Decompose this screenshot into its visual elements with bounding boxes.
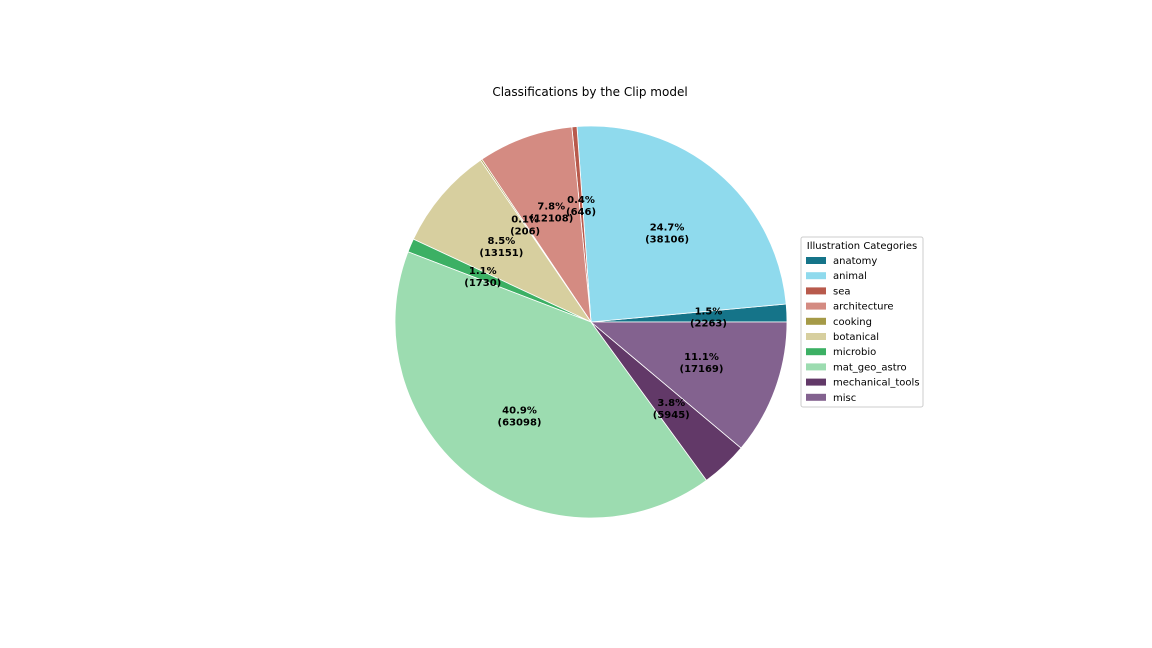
slice-label-animal: 24.7% (38106)	[645, 222, 689, 245]
slice-count-label: (13151)	[479, 248, 523, 259]
slice-percent-label: 7.8%	[537, 201, 565, 212]
pie-slice-architecture	[481, 126, 592, 323]
chart-title: Classifications by the Clip model	[492, 85, 687, 99]
slice-count-label: (2263)	[690, 319, 727, 330]
slice-percent-label: 11.1%	[684, 352, 719, 363]
legend-swatch-mat-geo-astro	[806, 363, 826, 371]
slice-label-architecture: 7.8% (12108)	[529, 201, 573, 224]
pie-slice-mat-geo-astro	[394, 251, 708, 519]
slice-count-label: (206)	[510, 227, 540, 238]
pie-slice-misc	[589, 321, 788, 449]
slice-label-cooking: 0.1% (206)	[510, 215, 540, 238]
pie-slice-labels: 1.5% (2263) 24.7% (38106) 0.4% (646)7.8% (1210…	[464, 195, 727, 429]
legend-swatch-cooking	[806, 317, 826, 325]
legend-swatch-misc	[806, 393, 826, 401]
legend-label-mechanical-tools: mechanical_tools	[833, 378, 920, 389]
legend-frame	[800, 236, 924, 408]
slice-label-mechanical-tools: 3.8% (5945)	[653, 398, 690, 421]
legend-swatch-anatomy	[806, 257, 826, 264]
legend-label-cooking: cooking	[833, 317, 872, 328]
slice-percent-label: 8.5%	[488, 236, 516, 247]
legend-label-animal: animal	[833, 271, 867, 282]
pie-slice-botanical	[412, 159, 593, 323]
slice-percent-label: 3.8%	[657, 398, 685, 409]
slice-count-label: (12108)	[529, 213, 573, 224]
legend-swatch-mechanical-tools	[806, 378, 826, 386]
legend: Illustration Categories anatomy animal sea…	[800, 236, 924, 408]
legend-label-misc: misc	[833, 393, 856, 404]
slice-label-microbio: 1.1% (1730)	[464, 266, 501, 289]
legend-items: anatomy animal sea architecture cooking botan…	[806, 256, 920, 404]
slice-percent-label: 1.1%	[469, 266, 497, 277]
pie-slice-animal	[576, 125, 787, 323]
slice-label-anatomy: 1.5% (2263)	[690, 307, 727, 330]
slice-count-label: (38106)	[645, 234, 689, 245]
slice-percent-label: 0.4%	[567, 195, 595, 206]
slice-label-misc: 11.1% (17169)	[680, 352, 724, 375]
legend-swatch-botanical	[806, 333, 826, 340]
slice-percent-label: 40.9%	[502, 405, 537, 416]
slice-percent-label: 0.1%	[511, 215, 539, 226]
slice-count-label: (17169)	[680, 364, 724, 375]
slice-count-label: (1730)	[464, 278, 501, 289]
legend-label-microbio: microbio	[833, 347, 876, 358]
slice-count-label: (63098)	[498, 417, 542, 428]
slice-count-label: (646)	[566, 207, 596, 218]
slice-label-mat-geo-astro: 40.9% (63098)	[498, 405, 542, 428]
legend-swatch-animal	[806, 272, 826, 280]
legend-title: Illustration Categories	[807, 241, 917, 252]
legend-label-anatomy: anatomy	[833, 256, 877, 267]
slice-count-label: (5945)	[653, 410, 690, 421]
pie-slices	[394, 125, 788, 519]
slice-label-botanical: 8.5% (13151)	[479, 236, 523, 259]
legend-label-mat-geo-astro: mat_geo_astro	[833, 362, 907, 373]
slice-label-sea: 0.4% (646)	[566, 195, 596, 218]
legend-label-botanical: botanical	[833, 332, 879, 343]
legend-swatch-sea	[806, 287, 826, 295]
legend-label-architecture: architecture	[833, 302, 894, 313]
legend-swatch-architecture	[806, 302, 826, 310]
legend-label-sea: sea	[833, 286, 851, 297]
slice-percent-label: 24.7%	[650, 222, 685, 233]
legend-swatch-microbio	[806, 348, 826, 356]
slice-percent-label: 1.5%	[695, 307, 723, 318]
